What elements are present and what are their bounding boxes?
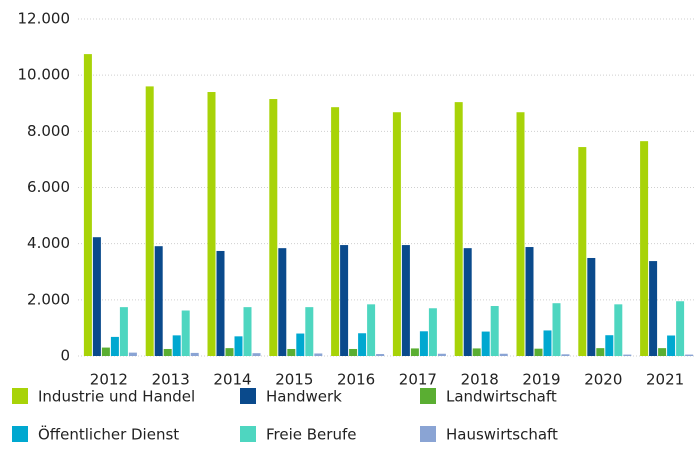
bar	[83, 54, 92, 357]
legend-swatch	[240, 426, 256, 442]
bar	[481, 331, 490, 356]
bar	[490, 306, 499, 356]
bar	[225, 348, 234, 356]
bar	[640, 141, 649, 356]
x-tick-label: 2019	[522, 371, 560, 389]
bar	[243, 307, 252, 356]
bar	[287, 348, 296, 356]
bar	[252, 353, 261, 356]
x-tick-label: 2013	[152, 371, 190, 389]
bar	[685, 354, 694, 356]
x-tick-label: 2018	[461, 371, 499, 389]
bar	[314, 353, 323, 356]
x-tick-label: 2015	[275, 371, 313, 389]
legend-label: Hauswirtschaft	[446, 426, 558, 444]
bar	[525, 247, 534, 356]
bar	[269, 99, 278, 356]
bar	[305, 307, 314, 356]
bar	[358, 333, 367, 356]
legend-swatch	[240, 388, 256, 404]
bar	[101, 347, 110, 356]
y-tick-label: 2.000	[27, 290, 70, 308]
bar	[278, 248, 287, 356]
bar	[623, 354, 632, 356]
legend-label: Öffentlicher Dienst	[38, 425, 179, 444]
y-tick-label: 8.000	[27, 122, 70, 140]
bar	[667, 335, 676, 356]
bar	[463, 248, 472, 356]
x-tick-label: 2020	[584, 371, 622, 389]
bar	[367, 304, 376, 356]
bar	[216, 250, 225, 356]
legend-swatch	[420, 426, 436, 442]
x-tick-label: 2012	[90, 371, 128, 389]
bar	[419, 331, 428, 356]
bar	[145, 86, 154, 357]
bar	[181, 310, 190, 356]
bar	[534, 348, 543, 356]
bar	[614, 304, 623, 356]
legend-label: Freie Berufe	[266, 426, 356, 444]
bar	[392, 112, 401, 356]
legend-label: Landwirtschaft	[446, 388, 557, 406]
legend-label: Handwerk	[266, 388, 342, 406]
bar	[172, 335, 181, 356]
x-tick-label: 2017	[399, 371, 437, 389]
bar	[543, 330, 552, 356]
bar	[207, 92, 216, 357]
bar	[596, 348, 605, 356]
bar	[110, 336, 119, 356]
bar	[234, 336, 243, 356]
bar	[349, 348, 358, 356]
bar	[340, 245, 349, 356]
bar	[649, 261, 658, 356]
bar	[552, 303, 561, 356]
bar	[128, 352, 137, 356]
y-tick-label: 12.000	[18, 10, 71, 28]
bar	[499, 353, 508, 356]
bar	[428, 308, 437, 356]
bar	[605, 335, 614, 356]
y-tick-label: 0	[60, 347, 70, 365]
x-tick-label: 2021	[646, 371, 684, 389]
bar	[658, 348, 667, 356]
bar	[119, 307, 128, 356]
bar	[376, 354, 385, 356]
y-tick-label: 10.000	[18, 66, 71, 84]
legend-swatch	[12, 426, 28, 442]
bar	[92, 237, 101, 356]
bar	[676, 301, 685, 356]
bar	[296, 333, 305, 356]
bar	[331, 107, 340, 356]
bar	[516, 112, 525, 356]
x-tick-label: 2016	[337, 371, 375, 389]
bar	[561, 354, 570, 356]
bar	[454, 102, 463, 356]
bar	[163, 348, 172, 356]
bar	[587, 257, 596, 356]
bar	[190, 352, 199, 356]
y-tick-label: 6.000	[27, 178, 70, 196]
bar	[410, 348, 419, 356]
legend-label: Industrie und Handel	[38, 388, 195, 406]
bar	[472, 348, 481, 356]
bar	[578, 147, 587, 356]
x-tick-label: 2014	[213, 371, 251, 389]
legend-swatch	[12, 388, 28, 404]
bar	[437, 353, 446, 356]
y-tick-label: 4.000	[27, 234, 70, 252]
bar	[154, 246, 163, 356]
legend-swatch	[420, 388, 436, 404]
bar	[401, 245, 410, 356]
